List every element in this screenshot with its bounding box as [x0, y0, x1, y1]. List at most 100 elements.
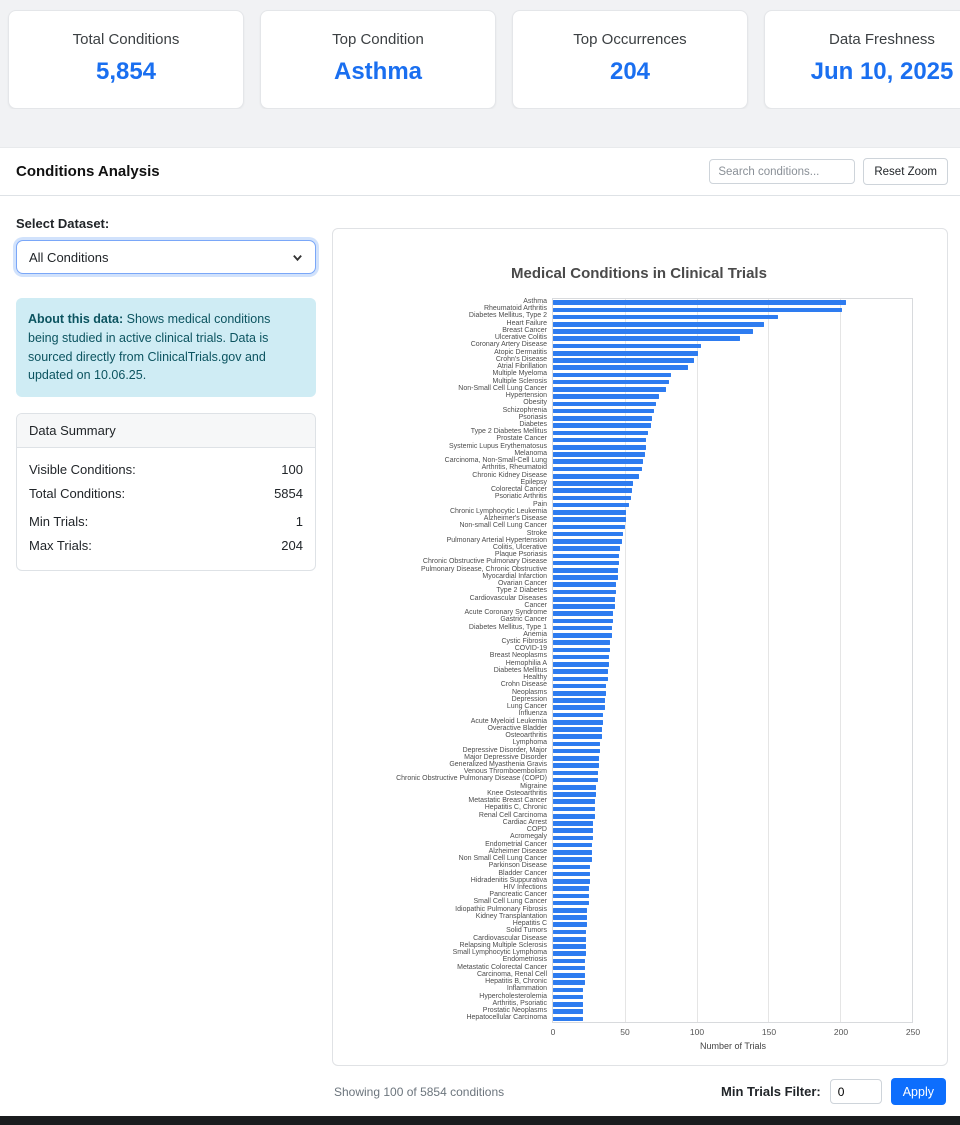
bar[interactable]: [553, 488, 632, 493]
bar[interactable]: [553, 683, 607, 689]
bar[interactable]: [553, 582, 617, 588]
bar[interactable]: [553, 473, 640, 479]
bar[interactable]: [553, 445, 647, 450]
bar[interactable]: [553, 929, 587, 935]
bar[interactable]: [553, 517, 627, 522]
bar[interactable]: [553, 756, 599, 761]
bar[interactable]: [553, 763, 599, 768]
apply-button[interactable]: Apply: [890, 1078, 946, 1106]
bar[interactable]: [553, 358, 694, 363]
bar[interactable]: [553, 1009, 584, 1014]
bar[interactable]: [553, 886, 589, 891]
bar[interactable]: [553, 799, 595, 805]
bar[interactable]: [553, 879, 591, 884]
reset-zoom-button[interactable]: Reset Zoom: [863, 158, 948, 185]
bar[interactable]: [553, 669, 608, 674]
bar[interactable]: [553, 850, 592, 855]
bar[interactable]: [553, 1002, 584, 1007]
bar[interactable]: [553, 987, 584, 993]
bar[interactable]: [553, 951, 587, 956]
bar[interactable]: [553, 322, 765, 327]
bar[interactable]: [553, 719, 604, 725]
bar[interactable]: [553, 300, 846, 305]
bar[interactable]: [553, 481, 634, 486]
bar[interactable]: [553, 835, 594, 841]
bar[interactable]: [553, 741, 601, 747]
bar[interactable]: [553, 647, 611, 653]
bar[interactable]: [553, 792, 597, 797]
bar[interactable]: [553, 864, 591, 870]
chart-plot-area[interactable]: [552, 298, 913, 1024]
bar[interactable]: [553, 662, 609, 667]
bar[interactable]: [553, 372, 671, 378]
bar[interactable]: [553, 813, 595, 819]
bar[interactable]: [553, 510, 627, 515]
bar[interactable]: [553, 727, 602, 732]
bar[interactable]: [553, 777, 598, 783]
bar[interactable]: [553, 401, 657, 407]
bar[interactable]: [553, 842, 592, 848]
bar[interactable]: [553, 502, 630, 508]
bar[interactable]: [553, 965, 585, 971]
bar[interactable]: [553, 770, 598, 776]
bar[interactable]: [553, 539, 622, 544]
bar[interactable]: [553, 560, 620, 566]
bar[interactable]: [553, 857, 592, 862]
bar[interactable]: [553, 437, 647, 443]
bar[interactable]: [553, 611, 614, 616]
bar[interactable]: [553, 495, 631, 501]
bar[interactable]: [553, 416, 653, 421]
bar[interactable]: [553, 618, 614, 624]
bar[interactable]: [553, 314, 779, 320]
bar[interactable]: [553, 908, 588, 913]
bar[interactable]: [553, 748, 601, 754]
bar[interactable]: [553, 973, 585, 978]
bar[interactable]: [553, 900, 589, 906]
bar[interactable]: [553, 980, 585, 985]
bar[interactable]: [553, 430, 648, 436]
bar[interactable]: [553, 676, 608, 682]
bar[interactable]: [553, 698, 605, 703]
bar[interactable]: [553, 394, 660, 399]
bar[interactable]: [553, 871, 591, 877]
bar[interactable]: [553, 466, 643, 472]
bar[interactable]: [553, 336, 740, 342]
bar[interactable]: [553, 915, 588, 920]
bar[interactable]: [553, 524, 625, 530]
bar[interactable]: [553, 625, 612, 631]
bar[interactable]: [553, 705, 605, 711]
bar[interactable]: [553, 553, 620, 559]
bar[interactable]: [553, 343, 701, 349]
bar[interactable]: [553, 307, 842, 313]
bar[interactable]: [553, 604, 615, 609]
bar[interactable]: [553, 994, 584, 1000]
bar[interactable]: [553, 806, 595, 812]
bar[interactable]: [553, 350, 699, 356]
bar[interactable]: [553, 654, 609, 660]
bar[interactable]: [553, 936, 587, 942]
bar[interactable]: [553, 329, 753, 334]
bar[interactable]: [553, 365, 688, 371]
bar[interactable]: [553, 531, 624, 537]
bar[interactable]: [553, 690, 607, 696]
bar[interactable]: [553, 922, 588, 928]
bar[interactable]: [553, 379, 670, 385]
bar[interactable]: [553, 589, 617, 595]
bar[interactable]: [553, 408, 654, 414]
bar[interactable]: [553, 452, 645, 457]
bar[interactable]: [553, 712, 604, 718]
min-trials-input[interactable]: [829, 1079, 882, 1105]
bar[interactable]: [553, 633, 612, 638]
search-input[interactable]: [709, 159, 856, 184]
bar[interactable]: [553, 640, 611, 645]
bar[interactable]: [553, 821, 594, 826]
dataset-select[interactable]: All Conditions: [16, 240, 316, 274]
bar[interactable]: [553, 567, 618, 573]
bar[interactable]: [553, 958, 585, 964]
bar[interactable]: [553, 387, 667, 392]
bar[interactable]: [553, 459, 644, 465]
bar[interactable]: [553, 1016, 584, 1022]
bar[interactable]: [553, 734, 602, 739]
bar[interactable]: [553, 893, 589, 899]
bar[interactable]: [553, 596, 615, 602]
